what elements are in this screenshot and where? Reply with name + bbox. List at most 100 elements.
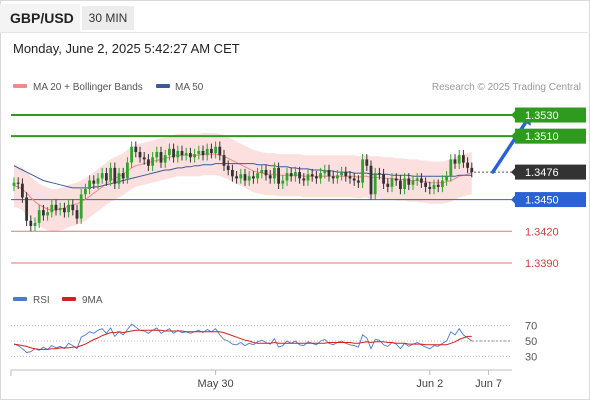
level-tag-pointer bbox=[511, 195, 515, 204]
candle bbox=[327, 164, 331, 182]
candle bbox=[214, 141, 217, 159]
legend-swatch-ma20 bbox=[13, 84, 27, 88]
candle bbox=[231, 164, 234, 182]
candle bbox=[420, 173, 423, 188]
candle bbox=[25, 192, 28, 226]
candle bbox=[205, 143, 209, 161]
bollinger-band bbox=[14, 133, 472, 232]
level-labels: 1.3530 1.3510 1.3476 1.3450 1.3420 1.3390 bbox=[511, 107, 586, 270]
candle bbox=[75, 204, 79, 224]
candle bbox=[130, 141, 133, 168]
candle bbox=[268, 169, 272, 184]
candle bbox=[336, 169, 339, 184]
candle bbox=[46, 206, 49, 221]
rsi-tick-label: 70 bbox=[525, 321, 537, 333]
candle bbox=[151, 152, 154, 172]
legend-ma50-label: MA 50 bbox=[175, 82, 204, 93]
level-tag bbox=[515, 192, 586, 208]
candle bbox=[315, 171, 318, 184]
candle bbox=[457, 149, 461, 169]
candle bbox=[470, 162, 474, 178]
candle bbox=[142, 152, 146, 165]
price-levels bbox=[11, 114, 512, 264]
level-tag bbox=[515, 107, 586, 123]
legend-ma20-label: MA 20 + Bollinger Bands bbox=[33, 82, 143, 93]
level-tag-pointer bbox=[511, 168, 515, 177]
level-tag bbox=[515, 128, 586, 144]
candle bbox=[63, 202, 66, 218]
candle bbox=[411, 175, 415, 191]
candle bbox=[407, 173, 411, 191]
candle bbox=[168, 143, 171, 161]
candle bbox=[163, 149, 167, 168]
candle bbox=[239, 168, 243, 184]
candle bbox=[466, 157, 469, 174]
level-label: 1.3390 bbox=[525, 258, 559, 270]
candle bbox=[424, 177, 427, 193]
candle bbox=[117, 167, 121, 189]
candle bbox=[462, 149, 465, 168]
candle bbox=[281, 175, 285, 189]
candle bbox=[352, 173, 356, 186]
candle bbox=[306, 168, 310, 186]
candle bbox=[134, 141, 138, 158]
candle bbox=[369, 160, 373, 200]
level-tag-pointer bbox=[511, 132, 515, 141]
candle bbox=[348, 171, 352, 184]
candle bbox=[12, 177, 16, 192]
candle bbox=[319, 167, 322, 184]
candle bbox=[147, 154, 150, 172]
candle bbox=[180, 145, 184, 161]
candle bbox=[453, 154, 457, 169]
candle bbox=[273, 162, 276, 184]
legend-rsi-label: RSI bbox=[33, 295, 50, 306]
candle bbox=[428, 181, 432, 195]
candle bbox=[373, 167, 377, 200]
candle bbox=[394, 173, 398, 186]
rsi-line bbox=[13, 323, 473, 353]
candle bbox=[415, 173, 419, 186]
x-tick-label: May 30 bbox=[198, 378, 234, 390]
candle bbox=[176, 145, 180, 163]
legend-swatch-rsi bbox=[13, 297, 27, 301]
level-label: 1.3510 bbox=[525, 131, 559, 143]
level-tag-pointer bbox=[511, 111, 515, 120]
candle bbox=[88, 175, 91, 195]
candle bbox=[289, 167, 293, 182]
level-label: 1.3450 bbox=[525, 195, 559, 207]
level-label: 1.3530 bbox=[525, 110, 559, 122]
candle bbox=[285, 167, 289, 186]
candle bbox=[247, 171, 251, 186]
timeframe-tab[interactable]: 30 MIN bbox=[82, 6, 134, 30]
credit-text: Research © 2025 Trading Central bbox=[432, 82, 581, 93]
candle bbox=[67, 199, 70, 218]
rsi-9ma-line bbox=[13, 329, 472, 350]
rsi-tick-label: 50 bbox=[525, 336, 537, 348]
candle bbox=[193, 148, 196, 163]
level-label: 1.3476 bbox=[525, 167, 559, 179]
candle bbox=[58, 202, 62, 216]
legend-9ma-label: 9MA bbox=[82, 295, 103, 306]
symbol-tab[interactable]: GBP/USD bbox=[0, 4, 80, 32]
candle bbox=[184, 147, 188, 161]
candle bbox=[96, 173, 100, 189]
candle bbox=[210, 143, 213, 159]
candle bbox=[201, 145, 205, 161]
candle bbox=[323, 164, 327, 179]
candle bbox=[357, 175, 360, 188]
candle bbox=[294, 166, 297, 182]
candle bbox=[331, 171, 335, 184]
candle bbox=[436, 179, 440, 193]
header-divider bbox=[0, 32, 588, 33]
candle bbox=[399, 175, 402, 195]
candle bbox=[441, 175, 444, 193]
candle bbox=[403, 173, 406, 195]
candle bbox=[155, 146, 159, 163]
candle bbox=[42, 204, 45, 221]
candle bbox=[302, 173, 306, 186]
datetime-label: Monday, June 2, 2025 5:42:27 AM CET bbox=[13, 41, 240, 56]
candle bbox=[361, 154, 364, 188]
candle bbox=[382, 168, 385, 189]
candle bbox=[445, 171, 448, 186]
